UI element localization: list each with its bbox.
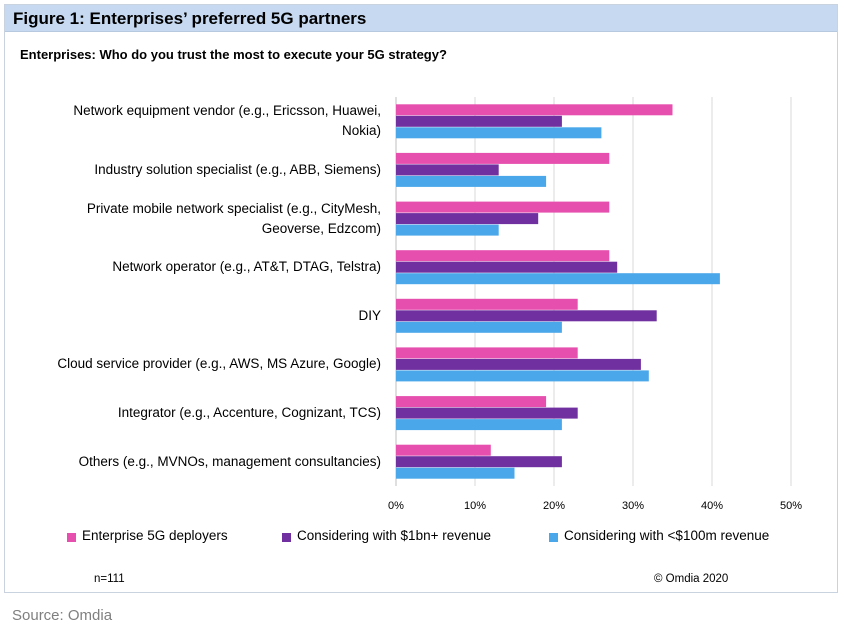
bar xyxy=(396,115,562,127)
bar xyxy=(396,407,578,419)
bar xyxy=(396,224,499,236)
x-tick-label: 40% xyxy=(701,500,723,512)
category-label-line: Nokia) xyxy=(341,123,381,139)
legend-swatch-enterprise-deployers xyxy=(67,533,76,542)
category-label-line: Network equipment vendor (e.g., Ericsson… xyxy=(73,103,381,119)
category-label-line: Others (e.g., MVNOs, management consulta… xyxy=(78,453,381,469)
category-label: Cloud service provider (e.g., AWS, MS Az… xyxy=(21,354,381,374)
category-label-line: Industry solution specialist (e.g., ABB,… xyxy=(94,161,381,177)
bar xyxy=(396,104,673,116)
bar xyxy=(396,467,515,479)
bar xyxy=(396,456,562,468)
sample-size-note: n=111 xyxy=(94,573,125,585)
bar xyxy=(396,396,547,408)
x-tick-label: 30% xyxy=(622,500,644,512)
bar xyxy=(396,444,491,456)
category-label: Integrator (e.g., Accenture, Cognizant, … xyxy=(21,403,381,423)
x-tick-label: 10% xyxy=(464,500,486,512)
category-label: Industry solution specialist (e.g., ABB,… xyxy=(21,160,381,180)
category-label: DIY xyxy=(21,306,381,326)
bar xyxy=(396,370,649,382)
legend-swatch-1bn-revenue xyxy=(282,533,291,542)
bar xyxy=(396,250,610,262)
x-tick-label: 20% xyxy=(543,500,565,512)
legend-label: Considering with <$100m revenue xyxy=(564,528,770,543)
bar xyxy=(396,164,499,176)
figure-frame: Figure 1: Enterprises’ preferred 5G part… xyxy=(4,4,838,593)
bar xyxy=(396,127,602,139)
legend-swatch-100m-revenue xyxy=(549,533,558,542)
bar xyxy=(396,358,641,370)
bar xyxy=(396,347,578,359)
bar xyxy=(396,175,547,187)
bar xyxy=(396,310,657,322)
bar xyxy=(396,419,562,431)
category-label: Private mobile network specialist (e.g.,… xyxy=(21,199,381,239)
category-label-line: Integrator (e.g., Accenture, Cognizant, … xyxy=(117,405,381,421)
category-label: Network equipment vendor (e.g., Ericsson… xyxy=(21,101,381,141)
legend-label: Enterprise 5G deployers xyxy=(82,528,228,543)
bar xyxy=(396,321,562,333)
bar xyxy=(396,298,578,310)
bar xyxy=(396,261,618,273)
bar xyxy=(396,273,720,285)
bar xyxy=(396,201,610,213)
category-label-line: Geoverse, Edzcom) xyxy=(261,220,381,236)
category-label-line: DIY xyxy=(358,307,381,323)
source-note: Source: Omdia xyxy=(12,607,113,624)
x-tick-label: 50% xyxy=(780,500,802,512)
category-label-line: Cloud service provider (e.g., AWS, MS Az… xyxy=(57,356,381,372)
figure-header: Figure 1: Enterprises’ preferred 5G part… xyxy=(5,5,837,32)
category-label-line: Network operator (e.g., AT&T, DTAG, Tels… xyxy=(112,259,381,275)
figure-title: Figure 1: Enterprises’ preferred 5G part… xyxy=(13,9,367,28)
copyright-note: © Omdia 2020 xyxy=(654,573,729,585)
legend-label: Considering with $1bn+ revenue xyxy=(297,528,492,543)
bar xyxy=(396,213,539,225)
category-label-line: Private mobile network specialist (e.g.,… xyxy=(86,200,381,216)
category-label: Others (e.g., MVNOs, management consulta… xyxy=(21,452,381,472)
category-label: Network operator (e.g., AT&T, DTAG, Tels… xyxy=(21,257,381,277)
x-tick-label: 0% xyxy=(388,500,404,512)
bar xyxy=(396,152,610,164)
chart-subtitle: Enterprises: Who do you trust the most t… xyxy=(20,47,447,62)
